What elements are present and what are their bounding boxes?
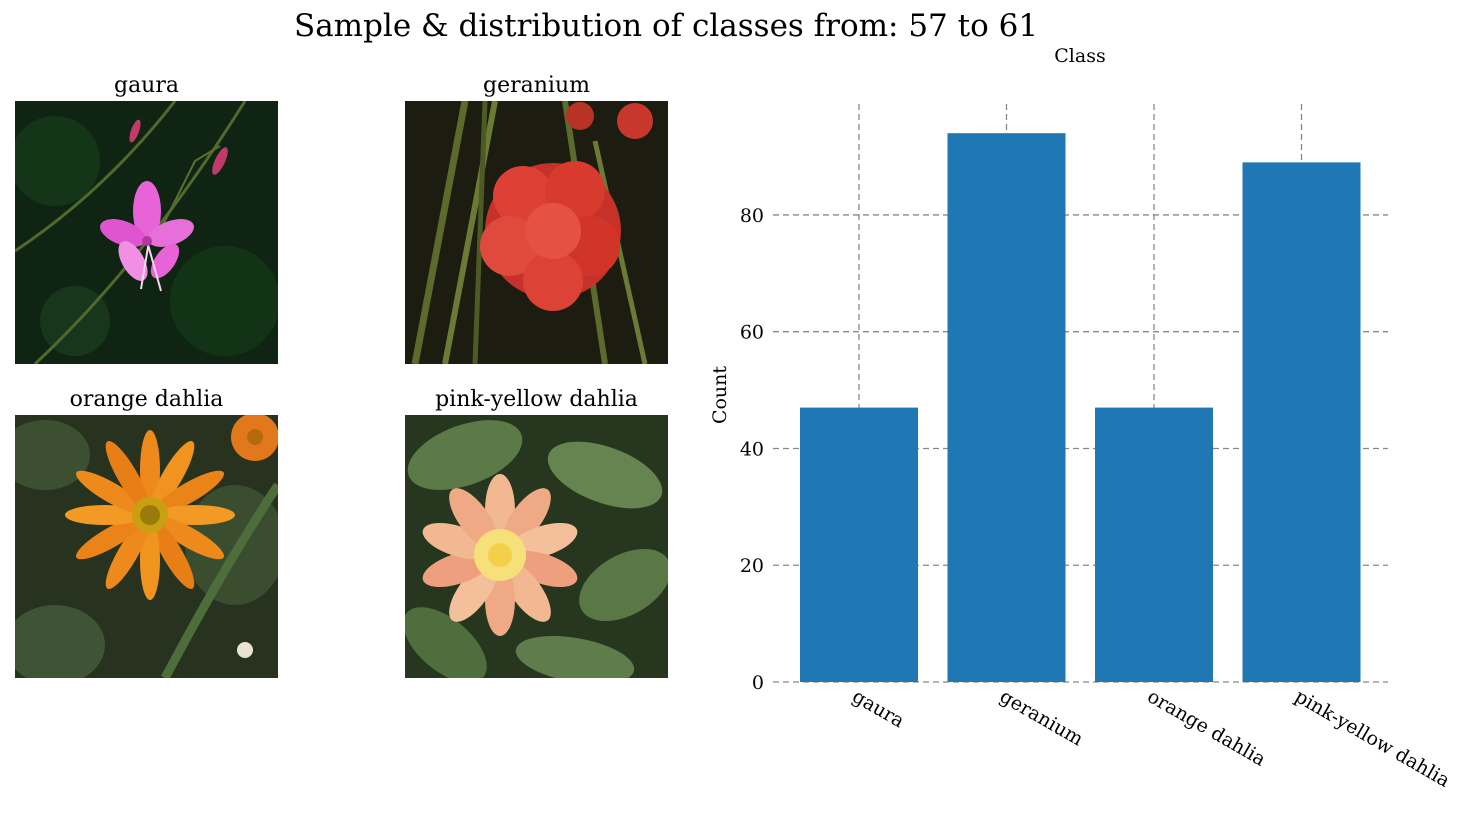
x-tick-label: pink-yellow dahlia <box>1291 685 1454 792</box>
sample-geranium: geranium <box>405 71 668 364</box>
figure-title: Sample & distribution of classes from: 5… <box>293 8 1039 44</box>
bar-orange-dahlia <box>1095 407 1213 682</box>
y-axis-label: Count <box>709 366 731 424</box>
bar-pink-yellow-dahlia <box>1242 162 1361 682</box>
x-tick-label: gaura <box>849 685 909 732</box>
bar-gaura <box>800 407 918 682</box>
pink-yellow-dahlia-flower-image <box>405 415 668 678</box>
sample-gaura: gaura <box>15 71 278 364</box>
chart-bars <box>800 133 1361 683</box>
x-tick-label: orange dahlia <box>1144 685 1270 770</box>
sample-label: pink-yellow dahlia <box>435 387 638 412</box>
sample-pink-yellow-dahlia: pink-yellow dahlia <box>405 385 668 678</box>
y-tick-label: 80 <box>740 205 764 227</box>
sample-orange-dahlia: orange dahlia <box>15 385 278 678</box>
y-tick-label: 40 <box>740 438 764 460</box>
sample-label: gaura <box>113 73 179 98</box>
y-tick-label: 0 <box>752 672 764 694</box>
gaura-flower-image <box>15 101 278 364</box>
geranium-flower-image <box>405 101 668 364</box>
bar-geranium <box>947 133 1066 683</box>
sample-label: orange dahlia <box>69 387 224 412</box>
y-tick-label: 20 <box>740 555 764 577</box>
y-tick-label: 60 <box>740 322 764 344</box>
orange-dahlia-flower-image <box>15 415 278 678</box>
chart-title: Class <box>1054 45 1105 67</box>
x-tick-label: geranium <box>996 685 1087 750</box>
sample-label: geranium <box>483 73 590 98</box>
